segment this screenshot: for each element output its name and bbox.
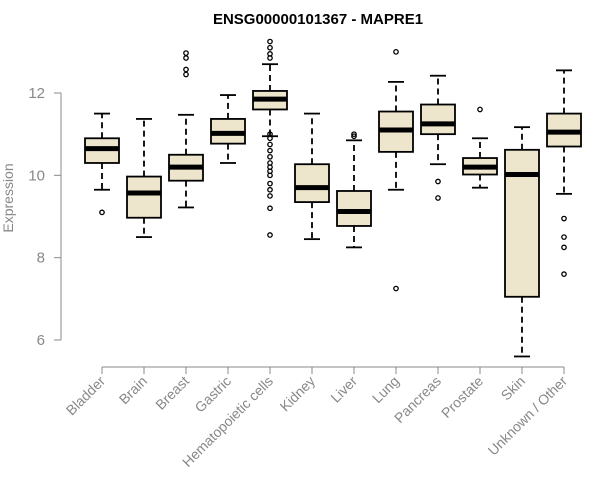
outlier-point — [267, 131, 273, 138]
x-tick-label: Kidney — [277, 373, 319, 415]
outlier-point — [267, 186, 273, 193]
box-kidney — [294, 112, 330, 241]
box-bladder — [84, 112, 120, 216]
outlier-point — [477, 106, 483, 113]
box-skin — [504, 126, 540, 358]
outlier-point — [183, 50, 189, 56]
x-tick-label: Unknown / Other — [485, 373, 571, 459]
outlier-point — [561, 215, 567, 222]
box-unknown-other — [546, 69, 582, 277]
iqr-box — [504, 148, 540, 298]
box-prostate — [462, 106, 498, 189]
x-tick-label: Skin — [498, 373, 529, 404]
outlier-point — [183, 71, 189, 78]
y-tick-label: 8 — [37, 250, 45, 267]
y-tick-label: 6 — [37, 332, 45, 349]
outlier-point — [267, 153, 273, 160]
box-hematopoietic-cells — [252, 38, 288, 238]
outlier-point — [267, 38, 273, 45]
iqr-box — [126, 175, 162, 219]
x-tick-label: Breast — [152, 373, 192, 413]
box-brain — [126, 118, 162, 238]
iqr-box — [420, 103, 456, 136]
outlier-point — [435, 178, 441, 185]
box-breast — [168, 50, 204, 209]
y-axis: 6 8 10 12 — [28, 85, 62, 349]
outlier-point — [561, 271, 567, 277]
y-tick-label: 10 — [28, 167, 45, 184]
outlier-point — [351, 131, 357, 138]
outlier-point — [267, 193, 273, 199]
x-tick-label: Liver — [327, 373, 360, 406]
outlier-point — [435, 195, 441, 201]
x-tick-label: Brain — [116, 373, 150, 407]
outlier-point — [267, 160, 273, 166]
iqr-box — [336, 190, 372, 227]
box-lung — [378, 48, 414, 292]
outlier-point — [99, 209, 105, 216]
outlier-point — [267, 180, 273, 187]
plot-area — [84, 38, 582, 358]
x-tick-label: Prostate — [438, 373, 486, 421]
outlier-point — [267, 147, 273, 154]
y-axis-label: Expression — [0, 163, 16, 232]
box-gastric — [210, 94, 246, 164]
outlier-point — [561, 244, 567, 251]
iqr-box — [294, 163, 330, 203]
outlier-point — [183, 55, 189, 61]
chart-title: ENSG00000101367 - MAPRE1 — [213, 11, 423, 28]
outlier-point — [267, 141, 273, 148]
outlier-point — [183, 66, 189, 73]
y-tick-label: 12 — [28, 85, 45, 102]
outlier-point — [267, 51, 273, 57]
x-tick-label: Pancreas — [391, 373, 444, 426]
outlier-point — [267, 205, 273, 212]
outlier-point — [561, 234, 567, 240]
outlier-point — [393, 48, 399, 55]
x-tick-label: Lung — [369, 373, 402, 406]
outlier-point — [351, 133, 357, 140]
outlier-point — [267, 44, 273, 51]
outlier-point — [393, 285, 399, 292]
box-liver — [336, 131, 372, 249]
x-tick-label: Bladder — [63, 373, 109, 419]
box-pancreas — [420, 74, 456, 201]
outlier-point — [267, 232, 273, 238]
